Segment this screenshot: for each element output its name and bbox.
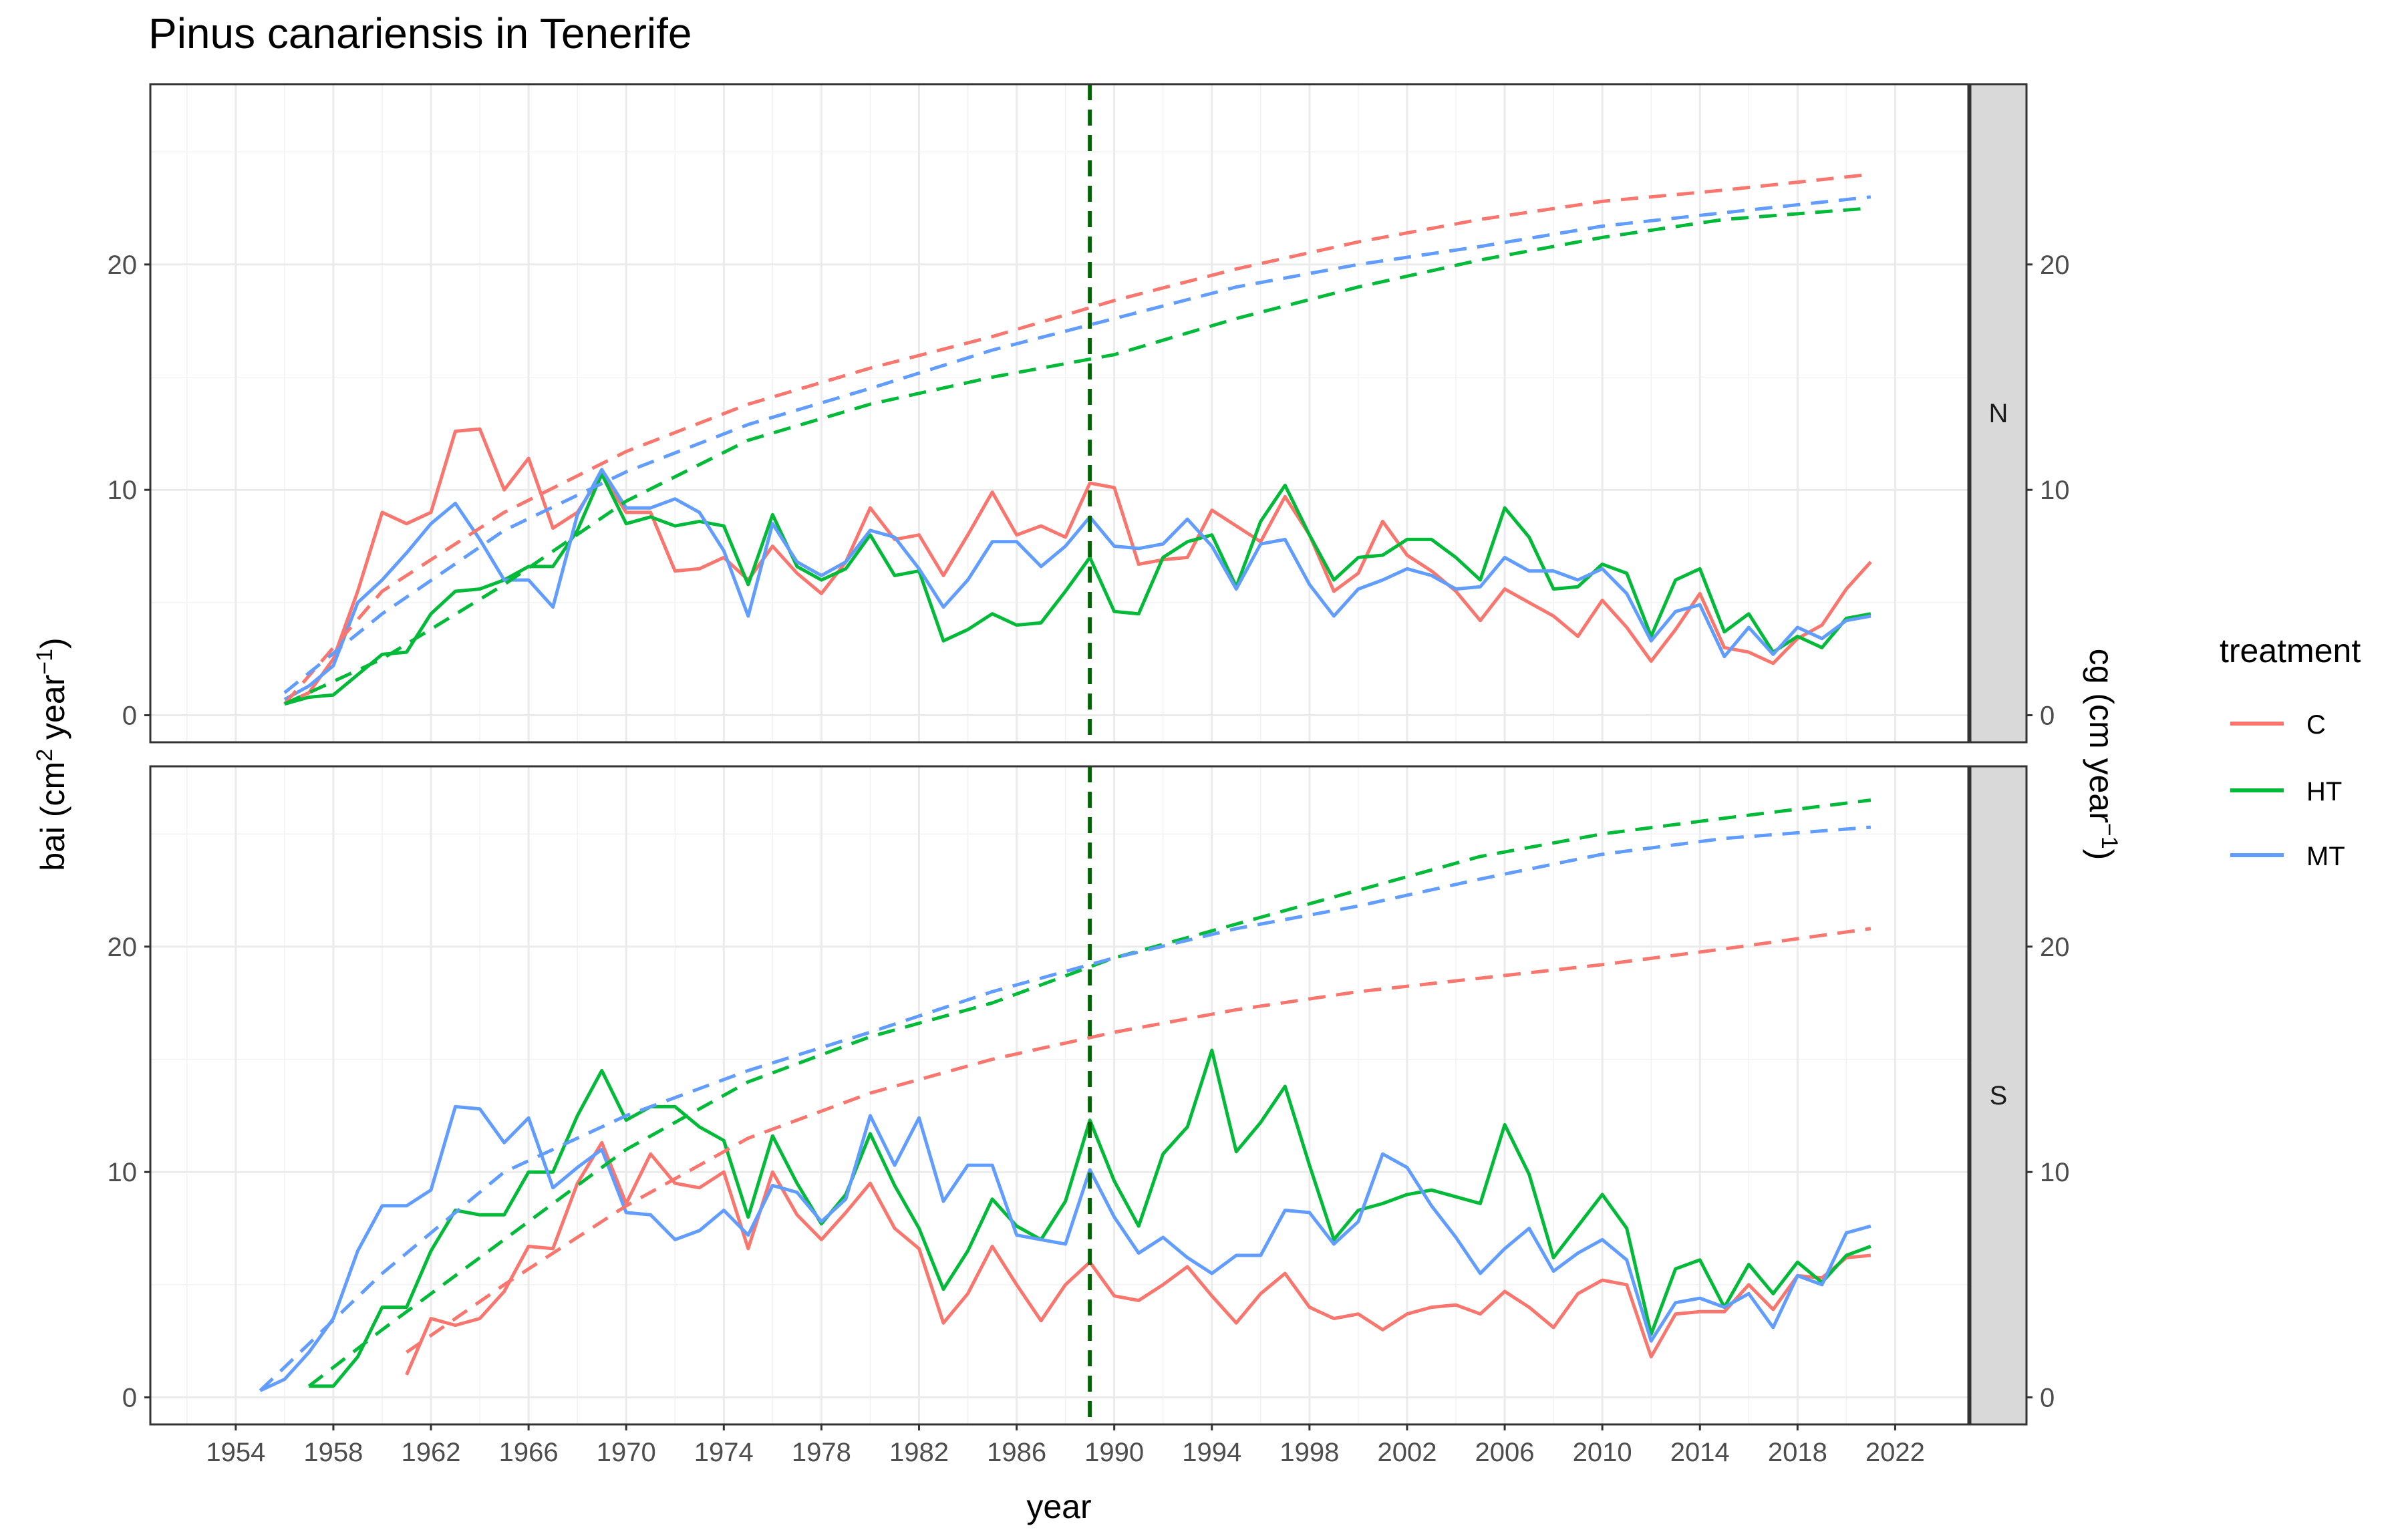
tick-label-right: 0 [2040,702,2055,731]
series-cg-C-S [406,927,1871,1354]
tick-label-x: 1978 [792,1438,851,1467]
tick-label-right: 20 [2040,933,2070,962]
panel-S-left-ticks: 0 10 20 [108,933,150,1413]
tick-label-x: 1986 [987,1438,1046,1467]
series-cg-C-N [283,172,1871,706]
legend-label-MT: MT [2306,842,2345,871]
series-bai-C-S [405,1140,1871,1376]
tick-label-x: 2022 [1865,1438,1925,1467]
tick-label-left: 20 [108,933,138,962]
tick-label-left: 0 [122,1384,137,1413]
tick-label-x: 2002 [1377,1438,1437,1467]
series-cg-MT-N [283,195,1871,694]
tick-label-left: 10 [108,1158,138,1187]
tick-label-x: 1966 [499,1438,559,1467]
panel-N-series [283,172,1872,706]
series-bai-MT-S [259,1104,1871,1392]
tick-label-x: 1994 [1182,1438,1241,1467]
panel-N-border [149,83,1970,744]
tick-label-left: 20 [108,251,138,280]
series-cg-MT-S [259,825,1871,1392]
legend: treatment C HT MT [2220,632,2361,871]
panel-S-grid [150,766,1968,1424]
panel-N-background [150,84,1968,742]
legend-label-C: C [2306,710,2326,740]
tick-label-right: 20 [2040,251,2070,280]
y-axis-left-title: bai (cm2 year−1) [32,637,71,871]
series-cg-HT-S [307,798,1871,1388]
tick-label-x: 1982 [889,1438,949,1467]
tick-label-x: 1990 [1084,1438,1144,1467]
strip-S [1969,765,2028,1426]
tick-label-x: 2014 [1670,1438,1730,1467]
y-axis-right-title: cg (cm year−1) [2083,649,2122,861]
tick-label-x: 1998 [1280,1438,1339,1467]
series-cg-HT-N [283,206,1871,706]
panel-N-left-ticks: 0 10 20 [108,251,150,731]
legend-title: treatment [2220,632,2361,669]
tick-label-x: 1974 [694,1438,754,1467]
panel-N-grid [150,84,1968,742]
panel-S-border [149,765,1970,1426]
tick-label-x: 1962 [402,1438,461,1467]
x-axis-title: year [1026,1488,1091,1525]
tick-label-right: 10 [2040,476,2070,505]
panel-S: S 0 10 20 0 10 20 [108,765,2070,1426]
tick-label-x: 1970 [597,1438,656,1467]
tick-label-x: 2018 [1768,1438,1827,1467]
tick-label-x: 2006 [1475,1438,1535,1467]
legend-label-HT: HT [2306,777,2342,806]
tick-label-x: 1954 [206,1438,265,1467]
tick-label-x: 2010 [1573,1438,1632,1467]
tick-label-right: 10 [2040,1158,2070,1187]
series-bai-HT-S [309,1048,1871,1388]
tick-label-left: 10 [108,476,138,505]
tick-label-x: 1958 [303,1438,363,1467]
tick-label-right: 0 [2040,1384,2055,1413]
panel-N-right-ticks: 0 10 20 [2026,251,2070,731]
x-axis: 1954 1958 1962 1966 1970 1974 1978 1982 1986 1990… [206,1424,1925,1467]
panel-S-series [259,798,1871,1392]
plot-title: Pinus canariensis in Tenerife [148,9,692,57]
series-bai-MT-N [283,468,1871,702]
panel-N: N 0 10 20 0 10 20 [108,83,2070,744]
series-bai-HT-N [284,472,1871,706]
tick-label-left: 0 [122,702,137,731]
legend-item-C: C [2230,710,2326,740]
series-bai-C-N [283,427,1872,706]
strip-label-S: S [1990,1081,2008,1110]
legend-item-HT: HT [2230,777,2342,806]
panel-S-background [150,766,1968,1424]
strip-N [1969,83,2028,744]
legend-item-MT: MT [2230,842,2345,871]
strip-label-N: N [1989,399,2008,428]
panel-S-right-ticks: 0 10 20 [2026,933,2070,1413]
